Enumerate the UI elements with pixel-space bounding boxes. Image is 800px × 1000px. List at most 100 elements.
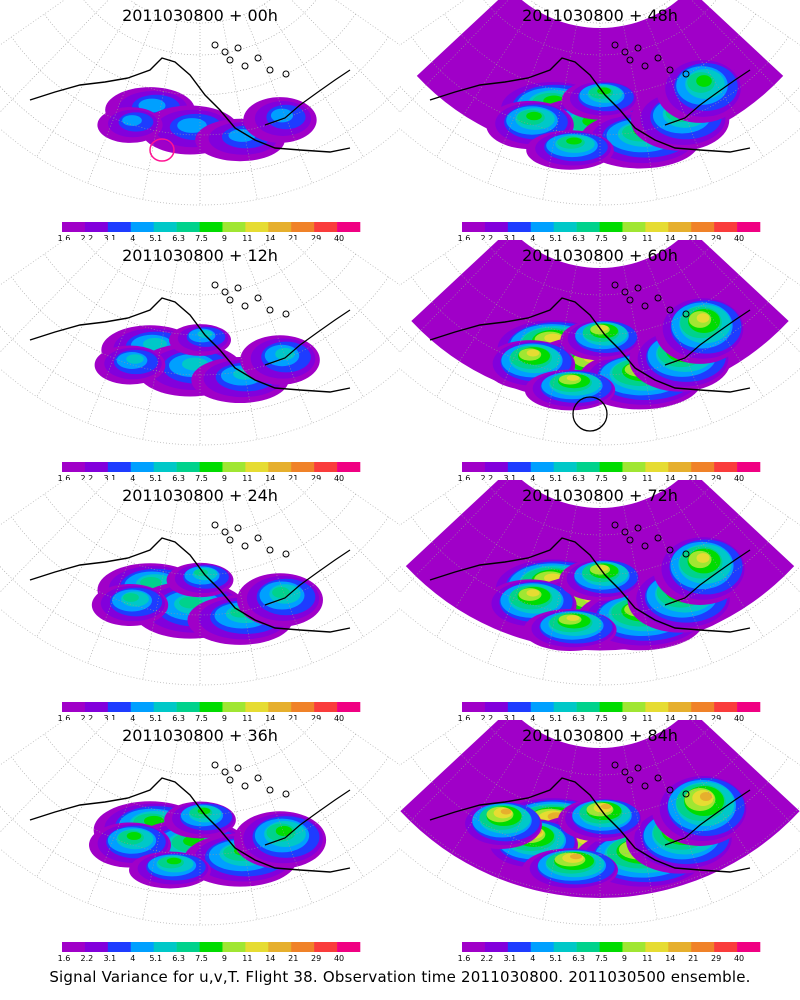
colorbar-tick-label: 40 — [334, 954, 344, 963]
colorbar-swatch — [691, 222, 715, 232]
colorbar-swatch — [314, 462, 338, 472]
colorbar-tick-label: 29 — [311, 954, 321, 963]
colorbar-tick-label: 6.3 — [572, 474, 585, 483]
colorbar-swatch — [645, 462, 669, 472]
colorbar-swatch — [314, 942, 338, 952]
coastline-path — [429, 57, 751, 153]
colorbar-swatch — [484, 462, 509, 472]
colorbar-tick-label: 7.5 — [595, 474, 608, 483]
colorbar-swatch — [645, 222, 669, 232]
island — [626, 536, 634, 544]
variance-contour — [696, 553, 710, 563]
colorbar-tick-label: 4 — [530, 954, 535, 963]
colorbar-tick-label: 2.2 — [481, 714, 494, 723]
colorbar-swatch — [107, 942, 132, 952]
colorbar: 1.6 2.2 3.1 4 5.1 6.3 7.5 9 11 14 21 29 40 — [458, 942, 761, 963]
colorbar-tick-label: 29 — [311, 474, 321, 483]
colorbar-swatch — [176, 222, 200, 232]
colorbar-swatch — [337, 942, 361, 952]
island — [221, 528, 229, 536]
coastline-path — [29, 297, 351, 393]
island — [266, 306, 274, 314]
island — [666, 66, 674, 74]
variance-contour — [544, 333, 562, 343]
colorbar-tick-label: 11 — [642, 234, 652, 243]
island — [666, 546, 674, 554]
colorbar-swatch — [153, 222, 177, 232]
island — [682, 310, 690, 318]
colorbar-tick-label: 4 — [130, 474, 135, 483]
island — [282, 790, 290, 798]
colorbar-tick-label: 5.1 — [149, 474, 162, 483]
island — [282, 310, 290, 318]
colorbar-swatch — [737, 462, 761, 472]
colorbar-swatch — [530, 942, 554, 952]
colorbar-swatch — [268, 702, 292, 712]
map-svg: 1.6 2.2 3.1 4 5.1 6.3 7.5 9 11 14 21 29 40 — [0, 240, 400, 483]
island — [211, 521, 219, 529]
colorbar-swatch — [107, 702, 132, 712]
variance-contour — [275, 825, 293, 837]
colorbar-tick-label: 14 — [265, 474, 275, 483]
colorbar-swatch — [737, 942, 761, 952]
colorbar-tick-label: 21 — [688, 714, 698, 723]
colorbar-tick-label: 3.1 — [103, 474, 116, 483]
map-panel: 1.6 2.2 3.1 4 5.1 6.3 7.5 9 11 14 21 29 40 2011030800… — [400, 720, 800, 965]
colorbar-swatch — [245, 222, 269, 232]
colorbar-tick-label: 40 — [734, 474, 744, 483]
variance-contour — [272, 586, 290, 599]
island — [234, 524, 242, 532]
colorbar-tick-label: 6.3 — [172, 234, 185, 243]
longitude-line — [436, 243, 536, 397]
coastline-path — [429, 777, 751, 873]
longitude-line — [264, 3, 364, 157]
colorbar-tick-label: 6.3 — [172, 474, 185, 483]
colorbar-swatch — [291, 942, 315, 952]
island — [634, 44, 642, 52]
map-svg: 1.6 2.2 3.1 4 5.1 6.3 7.5 9 11 14 21 29 40 — [400, 240, 800, 483]
graticule — [400, 0, 800, 205]
longitude-line — [0, 0, 109, 113]
map-panel: 1.6 2.2 3.1 4 5.1 6.3 7.5 9 11 14 21 29 40 2011030800… — [400, 240, 800, 485]
colorbar-tick-label: 7.5 — [195, 714, 208, 723]
colorbar-tick-label: 4 — [130, 714, 135, 723]
colorbar-tick-label: 3.1 — [503, 954, 516, 963]
latitude-line — [483, 0, 717, 56]
colorbar-swatch — [737, 222, 761, 232]
island — [634, 284, 642, 292]
figure-caption: Signal Variance for u,v,T. Flight 38. Ob… — [49, 968, 751, 986]
colorbar-swatch — [553, 942, 577, 952]
colorbar-tick-label: 5.1 — [149, 714, 162, 723]
variance-contour — [696, 313, 710, 323]
variance-contour — [566, 375, 580, 381]
colorbar-swatch — [130, 222, 154, 232]
colorbar-swatch — [268, 942, 292, 952]
coastline-path — [29, 57, 351, 153]
colorbar-tick-label: 1.6 — [58, 714, 71, 723]
colorbar-swatch — [222, 702, 246, 712]
colorbar-swatch — [107, 462, 132, 472]
longitude-line — [691, 0, 800, 113]
colorbar: 1.6 2.2 3.1 4 5.1 6.3 7.5 9 11 14 21 29 40 — [458, 222, 761, 243]
longitude-line — [87, 14, 157, 184]
map-svg: 1.6 2.2 3.1 4 5.1 6.3 7.5 9 11 14 21 29 40 — [0, 0, 400, 243]
colorbar-tick-label: 6.3 — [572, 954, 585, 963]
coastline-path — [664, 789, 751, 846]
colorbar-swatch — [645, 702, 669, 712]
colorbar-swatch — [130, 462, 154, 472]
variance-contour — [526, 589, 540, 597]
island — [641, 542, 649, 550]
colorbar-tick-label: 3.1 — [503, 474, 516, 483]
colorbar-swatch — [314, 222, 338, 232]
colorbar-swatch — [153, 942, 177, 952]
variance-contour — [179, 596, 203, 609]
colorbar-tick-label: 14 — [265, 234, 275, 243]
variance-contour — [600, 803, 612, 810]
island — [266, 546, 274, 554]
colorbar-tick-label: 7.5 — [595, 234, 608, 243]
island — [211, 281, 219, 289]
colorbar-tick-label: 2.2 — [81, 234, 94, 243]
island — [254, 294, 262, 302]
colorbar-swatch — [507, 462, 532, 472]
island — [641, 782, 649, 790]
